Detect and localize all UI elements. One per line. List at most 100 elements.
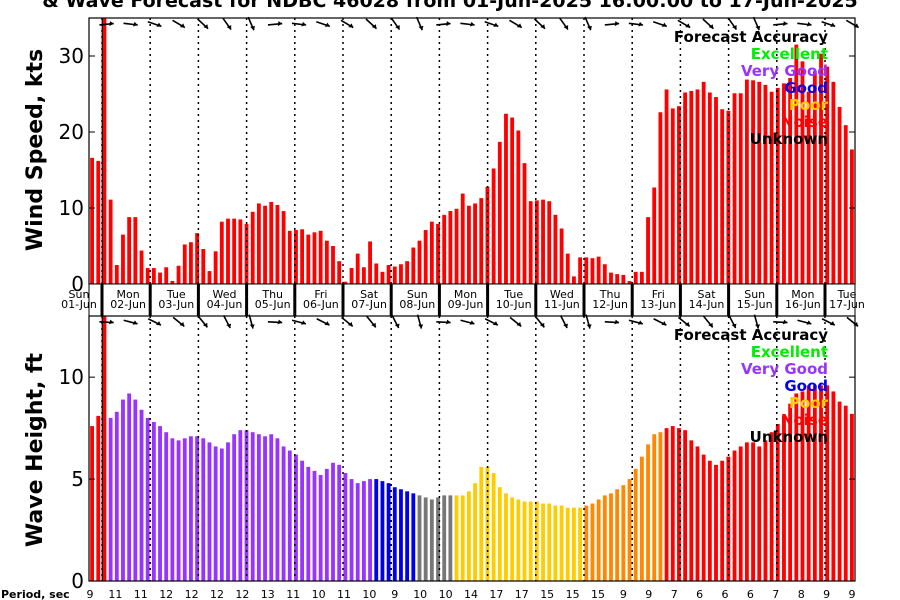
bar xyxy=(621,274,626,284)
bar xyxy=(590,503,595,581)
direction-arrow xyxy=(773,319,788,325)
bar xyxy=(436,223,440,284)
direction-arrow xyxy=(821,20,836,28)
bar xyxy=(170,280,175,284)
bar xyxy=(788,403,793,581)
direction-arrow xyxy=(99,319,114,325)
direction-arrow xyxy=(172,316,185,327)
bar xyxy=(639,456,644,581)
direction-arrow xyxy=(460,21,475,27)
bar xyxy=(133,399,138,581)
arrow-head xyxy=(445,319,451,325)
bar xyxy=(195,436,200,581)
bar xyxy=(442,495,447,581)
bar xyxy=(337,464,342,581)
period-value: 6 xyxy=(747,588,754,600)
bar xyxy=(534,501,539,581)
bar xyxy=(534,200,539,284)
bar xyxy=(331,246,335,284)
bar xyxy=(473,483,477,581)
bar xyxy=(843,125,848,284)
bar xyxy=(145,417,150,581)
bar xyxy=(201,438,206,581)
direction-arrow xyxy=(341,316,354,327)
arrow-head xyxy=(853,321,859,327)
bar xyxy=(806,91,811,284)
bar xyxy=(96,415,101,581)
period-value: 7 xyxy=(772,588,779,600)
arrow-head xyxy=(563,323,568,329)
direction-arrow xyxy=(291,319,307,325)
arrow-head xyxy=(250,25,256,31)
bar xyxy=(522,501,527,581)
direction-arrow xyxy=(728,314,737,329)
bar xyxy=(819,385,823,581)
period-value: 6 xyxy=(722,588,729,600)
arrow-head xyxy=(226,25,232,30)
bar xyxy=(559,228,564,284)
period-value: 15 xyxy=(591,588,605,600)
bar xyxy=(244,430,249,581)
day-date: 04-Jun xyxy=(207,298,243,311)
bar xyxy=(497,487,502,581)
bar xyxy=(510,117,515,284)
direction-arrow xyxy=(652,20,668,28)
bar xyxy=(343,281,348,284)
bar xyxy=(782,415,786,581)
bar xyxy=(732,93,737,285)
bar xyxy=(751,442,755,581)
bar xyxy=(158,272,162,284)
bar xyxy=(411,493,416,581)
bar xyxy=(633,468,638,581)
bar xyxy=(744,79,749,284)
bar xyxy=(207,271,212,284)
direction-arrow xyxy=(677,316,691,327)
direction-arrow xyxy=(821,318,836,326)
bar xyxy=(738,93,743,285)
bar xyxy=(800,61,805,284)
bar xyxy=(405,261,410,284)
bar xyxy=(769,91,774,284)
arrow-head xyxy=(586,324,592,329)
direction-arrow xyxy=(846,316,859,327)
bar xyxy=(528,501,533,581)
arrow-head xyxy=(446,21,451,27)
period-value: 10 xyxy=(413,588,427,600)
period-value: 11 xyxy=(108,588,122,600)
arrow-head xyxy=(371,322,376,328)
direction-arrow xyxy=(197,315,208,328)
bar xyxy=(324,240,329,284)
period-value: 11 xyxy=(286,588,300,600)
legend-item-very-good: Very Good xyxy=(741,360,828,378)
bar xyxy=(806,385,811,581)
direction-arrow xyxy=(509,19,523,29)
bar xyxy=(572,276,576,284)
legend-item-good: Good xyxy=(784,79,828,97)
bar xyxy=(639,271,644,284)
bar xyxy=(683,92,688,284)
y-tick-label: 20 xyxy=(59,120,84,144)
legend-title: Forecast Accuracy xyxy=(674,326,828,344)
bar xyxy=(782,83,786,284)
bar xyxy=(763,440,768,581)
bar xyxy=(429,499,434,581)
y-tick-label: 0 xyxy=(71,569,84,593)
period-value: 10 xyxy=(312,588,326,600)
bar xyxy=(819,53,823,284)
bar xyxy=(831,391,836,581)
period-value: 6 xyxy=(696,588,703,600)
bar xyxy=(479,198,484,284)
bar xyxy=(609,272,613,284)
bar xyxy=(744,442,749,581)
bar xyxy=(195,233,200,284)
bar xyxy=(256,434,261,581)
bar xyxy=(652,434,657,581)
bar xyxy=(269,201,274,284)
bar xyxy=(596,499,601,581)
bar xyxy=(825,66,830,284)
arrow-head xyxy=(132,320,138,325)
bar xyxy=(164,432,169,581)
bar xyxy=(677,106,681,284)
bar xyxy=(794,393,799,581)
direction-arrow xyxy=(123,21,138,27)
